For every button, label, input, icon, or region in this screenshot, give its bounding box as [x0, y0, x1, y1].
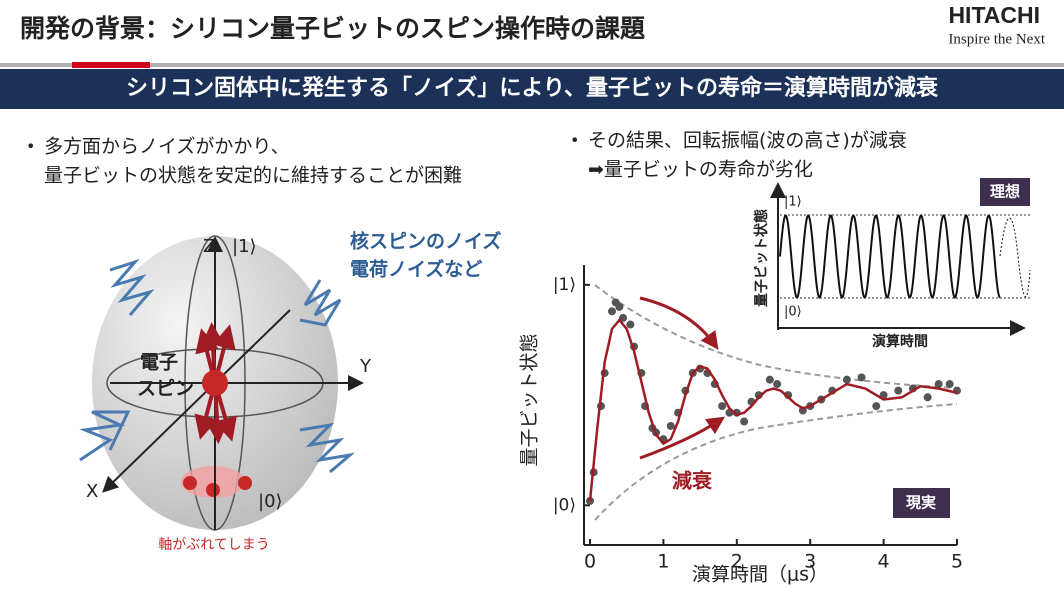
- x-tick-label: 4: [878, 551, 890, 573]
- data-point: [872, 402, 881, 411]
- data-point: [765, 375, 774, 384]
- y-tick-label: |0⟩: [553, 495, 576, 515]
- bullet: ➡量子ビットの寿命が劣化: [588, 159, 813, 181]
- state-label: |1⟩: [232, 236, 257, 257]
- banner-bg: [0, 69, 1064, 109]
- axis-label: X: [86, 481, 98, 502]
- state-label: |0⟩: [258, 491, 283, 512]
- axis-title: 量子ビット状態: [753, 209, 770, 307]
- data-point: [626, 320, 635, 329]
- spin-label: 電子: [140, 352, 178, 374]
- banner: シリコン固体中に発生する「ノイズ」により、量子ビットの寿命＝演算時間が減衰: [126, 75, 939, 101]
- x-tick-label: 5: [951, 551, 963, 573]
- bullet: その結果、回転振幅(波の高さ)が減衰: [588, 130, 907, 152]
- tag: 理想: [990, 183, 1020, 201]
- bullet: 多方面からノイズがかかり、: [44, 136, 290, 158]
- data-point: [666, 421, 675, 430]
- tag-bg: [893, 488, 950, 518]
- data-point: [586, 496, 594, 505]
- noise-label: 核スピンのノイズ: [350, 230, 501, 253]
- bullet: 量子ビットの状態を安定的に維持することが困難: [44, 165, 462, 187]
- spin-label: スピン: [137, 378, 194, 400]
- data-point: [740, 417, 749, 426]
- data-point: [619, 313, 628, 322]
- rule: [0, 63, 1064, 67]
- x-tick-label: 2: [731, 551, 743, 573]
- data-point: [773, 380, 782, 389]
- data-point: [934, 380, 943, 389]
- annotation: 減衰: [672, 469, 713, 493]
- y-tick-label: |1⟩: [553, 275, 576, 295]
- fit-line: [588, 318, 958, 502]
- rule-accent: [72, 62, 150, 68]
- bullet-dot: •: [26, 137, 35, 156]
- data-point: [615, 302, 624, 311]
- y-axis-title: 量子ビット状態: [519, 333, 541, 466]
- data-point: [718, 402, 727, 411]
- axis-label: Y: [359, 356, 372, 377]
- state-label: |1⟩: [784, 195, 802, 210]
- axis-label: Z: [203, 236, 215, 257]
- x-tick-label: 1: [657, 551, 669, 573]
- caption: 軸がぶれてしまう: [158, 537, 270, 553]
- tagline: Inspire the Next: [948, 31, 1045, 47]
- tag: 現実: [906, 494, 936, 512]
- data-point: [608, 307, 617, 316]
- data-point: [945, 380, 954, 389]
- x-axis-title: 演算時間（μs）: [692, 564, 828, 586]
- bullet-dot: •: [570, 131, 579, 150]
- inset: [760, 178, 1031, 338]
- axis-title: 演算時間: [872, 333, 928, 350]
- data-point: [923, 393, 932, 402]
- data-point: [857, 373, 866, 382]
- plot: [594, 284, 958, 521]
- state-label: |0⟩: [784, 305, 802, 320]
- data-point: [894, 386, 903, 395]
- bloch-sphere: [79, 235, 364, 531]
- data-point: [842, 375, 851, 384]
- x-tick-label: 3: [804, 551, 816, 573]
- x-tick-label: 0: [584, 551, 596, 573]
- logo: HITACHI: [948, 2, 1040, 28]
- noise-label: 電荷ノイズなど: [350, 258, 482, 281]
- title: 開発の背景：シリコン量子ビットのスピン操作時の課題: [20, 14, 646, 43]
